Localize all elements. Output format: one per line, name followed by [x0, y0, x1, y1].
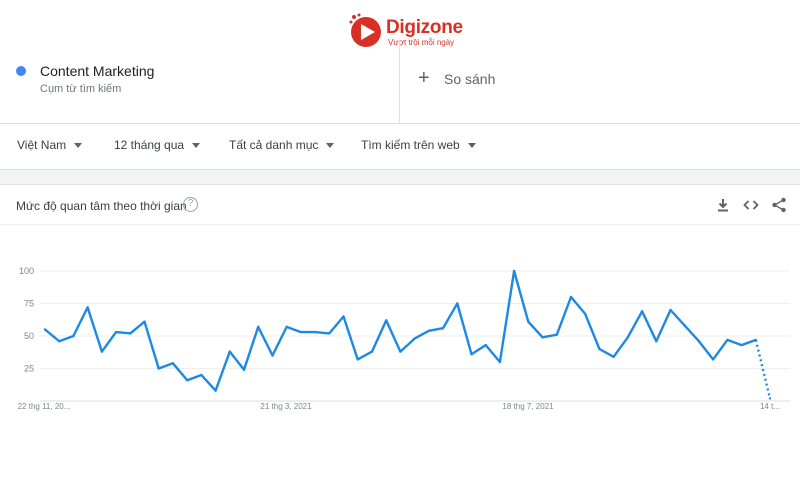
caret-down-icon: [326, 143, 335, 148]
data-point: [100, 350, 104, 353]
download-icon[interactable]: [715, 197, 731, 213]
data-point: [655, 340, 658, 343]
data-point: [200, 373, 203, 377]
data-point: [612, 355, 615, 358]
data-point: [384, 319, 388, 322]
data-point: [58, 340, 61, 343]
x-tick-label: 21 thg 3, 2021: [260, 402, 312, 411]
term-type: Cụm từ tìm kiếm: [40, 83, 122, 95]
caret-down-icon: [192, 143, 201, 148]
data-point: [697, 340, 701, 343]
data-point: [541, 336, 544, 339]
plus-icon: +: [418, 67, 430, 89]
data-point: [242, 368, 246, 371]
digizone-logo: Digizone Vượt trội mỗi ngày: [348, 8, 488, 52]
category-dropdown[interactable]: Tất cả danh mục: [229, 138, 335, 152]
data-point: [228, 350, 232, 353]
data-point: [768, 397, 772, 400]
logo-name: Digizone: [386, 17, 463, 38]
interest-line-chart: 100 75 50 25 22 thg 11, 20... 21 thg 3, 2021 1…: [18, 266, 790, 411]
data-point: [555, 333, 558, 336]
y-tick-label: 25: [24, 364, 34, 374]
data-point: [214, 389, 217, 392]
y-tick-label: 100: [19, 266, 34, 276]
data-point: [427, 329, 431, 332]
data-point: [86, 306, 89, 309]
data-point: [356, 358, 359, 361]
filter-bar: Việt Nam 12 tháng qua Tất cả danh mục Tì…: [0, 124, 800, 170]
data-point: [583, 312, 587, 316]
region-dropdown[interactable]: Việt Nam: [17, 138, 83, 152]
data-point: [370, 350, 374, 353]
data-point: [726, 338, 729, 342]
search-term-card[interactable]: Content Marketing Cụm từ tìm kiếm: [0, 40, 400, 124]
interest-over-time-card: Mức độ quan tâm theo thời gian ? 100 75 50…: [0, 184, 800, 500]
search-term-bar: Content Marketing Cụm từ tìm kiếm + So s…: [0, 40, 800, 124]
term-name: Content Marketing: [40, 63, 155, 79]
data-point: [328, 332, 331, 335]
time-range-dropdown[interactable]: 12 tháng qua: [114, 138, 201, 152]
data-point: [171, 362, 175, 365]
data-point: [43, 328, 47, 331]
data-point: [683, 324, 686, 327]
data-point: [441, 327, 445, 330]
search-type-dropdown-label: Tìm kiếm trên web: [361, 138, 460, 152]
caret-down-icon: [467, 143, 476, 148]
embed-icon[interactable]: [743, 197, 759, 213]
y-tick-label: 75: [24, 299, 34, 309]
data-point: [598, 347, 601, 351]
compare-label: So sánh: [444, 71, 496, 87]
caret-down-icon: [74, 143, 83, 148]
digizone-logo-mark-icon: [349, 13, 381, 47]
data-point: [143, 320, 146, 323]
x-tick-label: 22 thg 11, 20...: [18, 402, 71, 411]
data-point: [185, 379, 189, 382]
y-tick-label: 50: [24, 331, 34, 341]
series-line-partial: [754, 339, 772, 399]
data-point: [129, 332, 132, 335]
region-dropdown-label: Việt Nam: [17, 138, 67, 152]
data-point: [512, 269, 516, 273]
section-gap: [0, 170, 800, 184]
category-dropdown-label: Tất cả danh mục: [229, 138, 319, 152]
share-icon[interactable]: [771, 197, 787, 213]
data-point: [413, 337, 416, 340]
data-point: [157, 367, 160, 370]
data-point: [498, 360, 502, 364]
data-point: [484, 343, 487, 347]
time-range-dropdown-label: 12 tháng qua: [114, 138, 185, 152]
data-point: [114, 330, 118, 334]
logo-tagline: Vượt trội mỗi ngày: [388, 38, 455, 47]
data-point: [313, 330, 317, 334]
data-point: [626, 336, 630, 339]
x-tick-label: 18 thg 7, 2021: [502, 402, 554, 411]
x-tick-label: 14 t...: [760, 402, 780, 411]
data-point: [399, 350, 402, 353]
data-point: [271, 354, 274, 357]
data-point: [640, 310, 644, 313]
data-point: [669, 308, 672, 312]
data-point: [342, 315, 345, 318]
series-line: [44, 269, 757, 392]
data-point: [527, 320, 530, 323]
data-point: [569, 295, 573, 299]
data-point: [754, 338, 757, 342]
search-type-dropdown[interactable]: Tìm kiếm trên web: [361, 138, 476, 152]
data-point: [456, 302, 459, 305]
data-point: [285, 325, 288, 329]
data-point: [72, 334, 75, 338]
help-icon[interactable]: ?: [183, 197, 198, 212]
compare-button[interactable]: + So sánh: [400, 40, 800, 124]
data-point: [257, 325, 260, 329]
data-point: [711, 358, 715, 361]
card-header: Mức độ quan tâm theo thời gian ?: [0, 185, 800, 225]
term-color-dot: [16, 66, 26, 76]
data-point: [470, 353, 473, 356]
card-title: Mức độ quan tâm theo thời gian: [16, 199, 187, 213]
data-point: [299, 330, 303, 334]
data-point: [740, 343, 743, 347]
